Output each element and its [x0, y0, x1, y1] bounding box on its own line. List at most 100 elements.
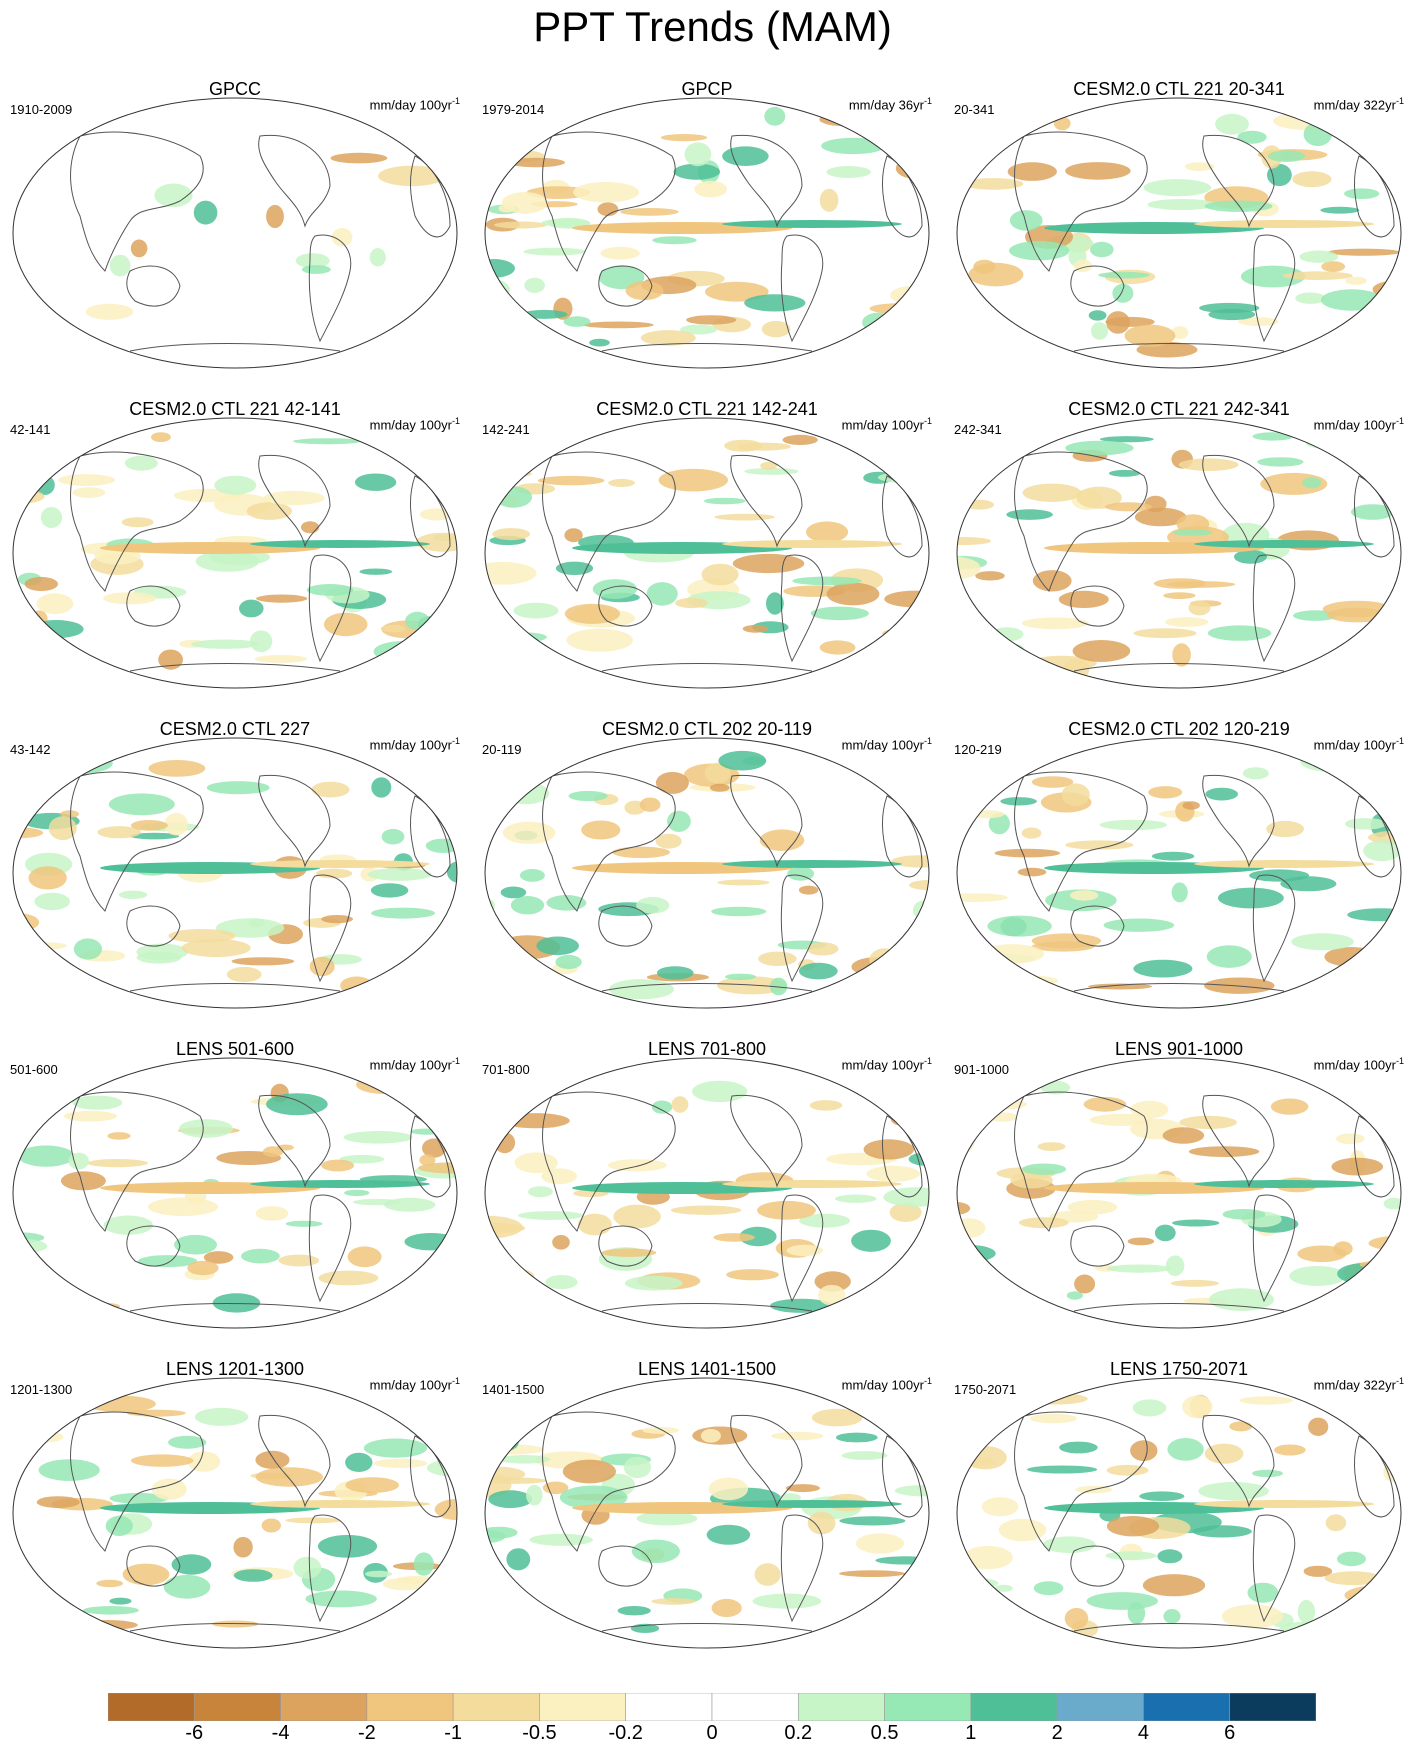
- world-map: [12, 97, 458, 369]
- panel-title: LENS 501-600: [175, 1039, 295, 1059]
- colorbar-ticks: -6 -4 -2 -1 -0.5 -0.2 0 0.2 0.5 1 2 4 6: [0, 1722, 1425, 1752]
- world-map: [12, 1377, 458, 1649]
- panel-units-text: mm/day 100yr: [841, 417, 924, 433]
- panel-title: CESM2.0 CTL 202 20-119: [601, 719, 813, 739]
- panel-units-exponent: -1: [1395, 736, 1404, 746]
- panel-title: LENS 701-800: [647, 1039, 767, 1059]
- panel-period: 1401-1500: [482, 1382, 545, 1397]
- map-panel: CESM2.0 CTL 227 43-142 mm/day 100yr-1: [0, 718, 470, 1018]
- colorbar-tick-label: 2: [1051, 1722, 1063, 1744]
- panel-units-exponent: -1: [923, 1376, 932, 1386]
- panel-units: mm/day 100yr-1: [842, 1376, 932, 1392]
- panel-units-exponent: -1: [1395, 1056, 1404, 1066]
- panel-units-text: mm/day 100yr: [1313, 417, 1396, 433]
- panel-period: 901-1000: [954, 1062, 1009, 1077]
- panel-units: mm/day 100yr-1: [370, 96, 460, 112]
- world-map: [12, 417, 458, 689]
- panel-units-exponent: -1: [923, 736, 932, 746]
- panel-units-text: mm/day 100yr: [369, 737, 452, 753]
- panel-units-text: mm/day 100yr: [841, 737, 924, 753]
- colorbar-tick-label: -1: [444, 1722, 463, 1744]
- panel-title: CESM2.0 CTL 221 142-241: [596, 399, 818, 419]
- panel-period: 701-800: [482, 1062, 530, 1077]
- panel-units: mm/day 100yr-1: [1314, 1056, 1404, 1072]
- map-panel: CESM2.0 CTL 221 20-341 20-341 mm/day 322yr…: [944, 78, 1414, 378]
- panel-units: mm/day 322yr-1: [1314, 1376, 1404, 1392]
- panel-period: 42-141: [10, 422, 51, 437]
- panel-units-text: mm/day 100yr: [369, 417, 452, 433]
- colorbar-tick-label: 0: [706, 1722, 718, 1744]
- colorbar-tick-label: 6: [1224, 1722, 1236, 1744]
- panel-units-exponent: -1: [923, 96, 932, 106]
- figure-title: PPT Trends (MAM): [533, 3, 892, 50]
- panel-units: mm/day 100yr-1: [842, 1056, 932, 1072]
- panel-units-text: mm/day 100yr: [841, 1377, 924, 1393]
- world-map: [484, 1377, 930, 1649]
- panel-units-exponent: -1: [451, 416, 460, 426]
- map-panel: CESM2.0 CTL 202 120-219 120-219 mm/day 100…: [944, 718, 1414, 1018]
- panel-title: CESM2.0 CTL 221 42-141: [129, 399, 341, 419]
- colorbar-tick-label: 1: [965, 1722, 977, 1744]
- panel-title: LENS 1201-1300: [165, 1359, 305, 1379]
- map-panel: GPCP 1979-2014 mm/day 36yr-1: [472, 78, 942, 378]
- map-panel: CESM2.0 CTL 221 42-141 42-141 mm/day 100yr…: [0, 398, 470, 698]
- panel-units-text: mm/day 322yr: [1313, 97, 1396, 113]
- world-map: [484, 97, 930, 369]
- map-panel: LENS 501-600 501-600 mm/day 100yr-1: [0, 1038, 470, 1338]
- panel-units-exponent: -1: [451, 1056, 460, 1066]
- colorbar-tick-label: -6: [185, 1722, 204, 1744]
- panel-grid: GPCC 1910-2009 mm/day 100yr-1 GPCP 1979-2014…: [0, 78, 1414, 1658]
- panel-units: mm/day 100yr-1: [370, 1376, 460, 1392]
- panel-period: 142-241: [482, 422, 530, 437]
- panel-title: CESM2.0 CTL 227: [159, 719, 311, 739]
- colorbar-swatch: [797, 1693, 885, 1721]
- panel-units-exponent: -1: [1395, 1376, 1404, 1386]
- colorbar-tick-label: -0.2: [608, 1722, 643, 1744]
- map-panel: LENS 1750-2071 1750-2071 mm/day 322yr-1: [944, 1358, 1414, 1658]
- colorbar-tick-label: 0.5: [870, 1722, 899, 1744]
- map-panel: CESM2.0 CTL 221 142-241 142-241 mm/day 100…: [472, 398, 942, 698]
- panel-title: LENS 901-1000: [1114, 1039, 1244, 1059]
- panel-units-text: mm/day 100yr: [1313, 737, 1396, 753]
- colorbar-swatch: [1143, 1693, 1231, 1721]
- colorbar-swatch: [1229, 1693, 1316, 1721]
- map-panel: GPCC 1910-2009 mm/day 100yr-1: [0, 78, 470, 378]
- world-map: [956, 737, 1402, 1009]
- panel-units: mm/day 100yr-1: [1314, 736, 1404, 752]
- world-map: [956, 1377, 1402, 1649]
- panel-title: CESM2.0 CTL 202 120-219: [1068, 719, 1290, 739]
- panel-period: 242-341: [954, 422, 1002, 437]
- panel-period: 1910-2009: [10, 102, 73, 117]
- colorbar-swatch: [452, 1693, 540, 1721]
- panel-units-exponent: -1: [923, 1056, 932, 1066]
- colorbar-swatch: [970, 1693, 1058, 1721]
- panel-units-exponent: -1: [923, 416, 932, 426]
- colorbar-swatch: [711, 1693, 799, 1721]
- panel-period: 43-142: [10, 742, 51, 757]
- panel-units-text: mm/day 100yr: [369, 1057, 452, 1073]
- panel-units: mm/day 100yr-1: [370, 416, 460, 432]
- colorbar-swatch: [539, 1693, 627, 1721]
- colorbar-swatch: [193, 1693, 281, 1721]
- panel-period: 501-600: [10, 1062, 58, 1077]
- colorbar-tick-label: -0.5: [522, 1722, 557, 1744]
- colorbar-tick-label: 4: [1137, 1722, 1149, 1744]
- world-map: [484, 737, 930, 1009]
- colorbar-swatch: [625, 1693, 713, 1721]
- panel-period: 1750-2071: [954, 1382, 1017, 1397]
- panel-units-text: mm/day 100yr: [369, 97, 452, 113]
- panel-units-text: mm/day 100yr: [369, 1377, 452, 1393]
- panel-title: LENS 1401-1500: [637, 1359, 777, 1379]
- panel-units-text: mm/day 100yr: [841, 1057, 924, 1073]
- panel-title: GPCC: [208, 79, 261, 99]
- panel-title: CESM2.0 CTL 221 242-341: [1068, 399, 1290, 419]
- colorbar-swatch: [108, 1693, 195, 1721]
- panel-units-exponent: -1: [451, 736, 460, 746]
- panel-title: GPCP: [681, 79, 733, 99]
- world-map: [12, 737, 458, 1009]
- panel-units-text: mm/day 100yr: [1313, 1057, 1396, 1073]
- world-map: [12, 1057, 458, 1329]
- panel-period: 20-341: [954, 102, 995, 117]
- colorbar: [108, 1693, 1316, 1721]
- colorbar-tick-label: -4: [271, 1722, 290, 1744]
